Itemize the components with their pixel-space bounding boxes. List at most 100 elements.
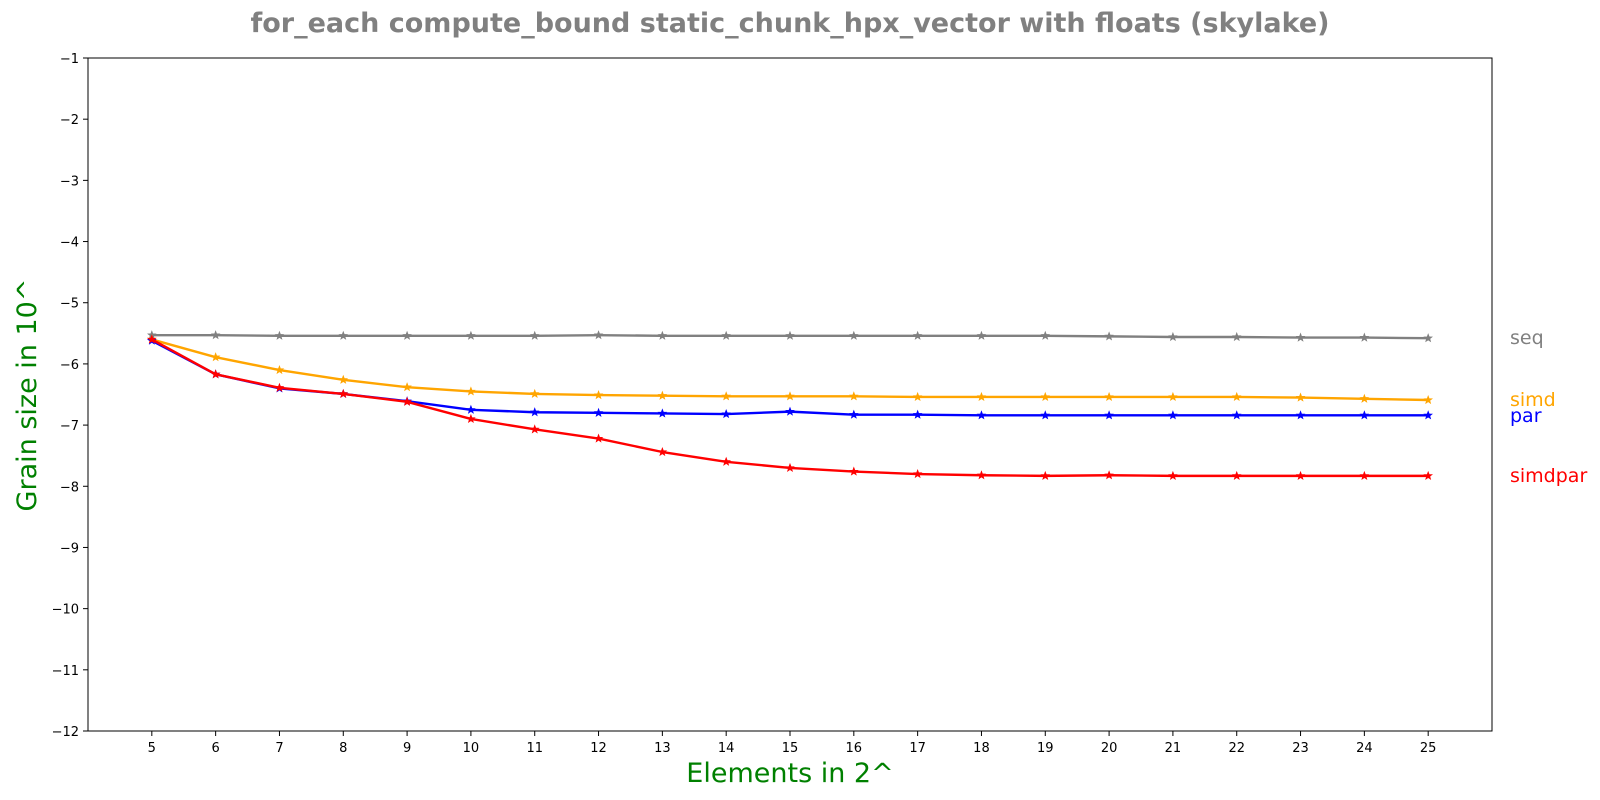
- data-point-simdpar: [721, 456, 731, 466]
- x-axis-label: Elements in 2^: [686, 758, 893, 789]
- data-point-simdpar: [657, 446, 668, 457]
- data-point-par: [1168, 410, 1178, 420]
- data-point-simd: [721, 391, 731, 401]
- data-point-par: [721, 409, 731, 419]
- data-point-simd: [402, 382, 412, 392]
- y-tick-label: −10: [52, 603, 79, 618]
- data-point-simdpar: [147, 334, 157, 344]
- data-point-seq: [210, 330, 221, 340]
- data-point-simd: [785, 391, 795, 401]
- data-point-simd: [466, 386, 476, 396]
- x-tick-label: 9: [403, 741, 411, 756]
- data-point-par: [1359, 410, 1370, 420]
- y-axis-ticks: −1 −2 −3 −4 −5 −6 −7 −8 −9 −10 −11 −12: [52, 52, 88, 740]
- data-point-par: [849, 409, 859, 419]
- data-point-par: [1104, 410, 1114, 420]
- data-point-simd: [1104, 391, 1114, 402]
- data-point-seq: [274, 330, 285, 340]
- y-tick-label: −11: [52, 664, 79, 679]
- x-tick-label: 23: [1292, 741, 1309, 756]
- data-point-simd: [1231, 391, 1242, 402]
- y-tick-label: −6: [60, 358, 79, 373]
- x-tick-label: 22: [1228, 741, 1245, 756]
- data-point-seq: [529, 330, 540, 340]
- data-point-seq: [1104, 331, 1114, 341]
- data-point-seq: [912, 330, 923, 340]
- data-point-par: [466, 404, 476, 414]
- data-point-seq: [849, 330, 859, 340]
- y-tick-label: −8: [60, 480, 79, 495]
- data-point-seq: [1359, 332, 1370, 342]
- data-point-simdpar: [402, 396, 412, 406]
- series-labels: seq simdpar simdpar: [1510, 327, 1587, 487]
- x-tick-label: 18: [973, 741, 990, 756]
- plot-area-frame: [87, 57, 1493, 732]
- data-point-par: [1423, 410, 1433, 420]
- series-par: [147, 335, 1433, 420]
- y-tick-label: −1: [60, 52, 79, 67]
- data-point-seq: [1423, 333, 1433, 343]
- series-label-par: par: [1510, 405, 1542, 427]
- data-point-seq: [1040, 330, 1051, 340]
- x-tick-label: 20: [1101, 741, 1118, 756]
- data-point-simdpar: [338, 388, 349, 398]
- data-point-seq: [466, 330, 476, 340]
- y-tick-label: −2: [60, 113, 79, 128]
- data-point-seq: [338, 330, 349, 340]
- x-tick-label: 15: [782, 741, 799, 756]
- x-tick-label: 5: [148, 741, 156, 756]
- data-point-simdpar: [1295, 470, 1306, 480]
- data-point-par: [529, 407, 540, 417]
- x-tick-label: 17: [909, 741, 926, 756]
- data-point-simdpar: [210, 369, 221, 379]
- data-point-simd: [1423, 394, 1433, 405]
- data-point-simd: [849, 391, 859, 401]
- data-point-simd: [274, 364, 285, 375]
- data-point-simd: [657, 390, 668, 400]
- data-point-simdpar: [849, 466, 859, 476]
- data-point-seq: [721, 330, 731, 340]
- series-label-simdpar: simdpar: [1510, 465, 1587, 487]
- data-point-par: [657, 408, 668, 418]
- x-tick-label: 8: [339, 741, 347, 756]
- data-point-par: [976, 410, 987, 420]
- series-seq: [147, 330, 1433, 343]
- x-tick-label: 11: [526, 741, 543, 756]
- data-point-seq: [402, 330, 412, 340]
- data-point-par: [912, 409, 923, 419]
- data-point-simdpar: [466, 413, 476, 424]
- y-axis-label: Grain size in 10^: [12, 279, 43, 512]
- data-point-simd: [338, 374, 349, 384]
- data-point-simdpar: [1040, 470, 1051, 480]
- data-point-simdpar: [529, 424, 540, 434]
- data-point-par: [785, 406, 795, 416]
- data-point-simd: [976, 391, 987, 402]
- data-point-simdpar: [976, 470, 987, 480]
- data-point-simdpar: [1168, 470, 1178, 480]
- data-point-simd: [1295, 392, 1306, 402]
- x-tick-label: 16: [846, 741, 863, 756]
- series-simd: [147, 334, 1433, 405]
- x-tick-label: 13: [654, 741, 671, 756]
- data-point-simdpar: [912, 468, 923, 479]
- data-point-simd: [1168, 391, 1178, 402]
- y-tick-label: −9: [60, 541, 79, 556]
- series-label-simd: simd: [1510, 389, 1556, 411]
- data-point-simd: [1040, 391, 1051, 402]
- y-tick-label: −4: [60, 236, 79, 251]
- x-tick-label: 14: [718, 741, 735, 756]
- data-point-seq: [1295, 332, 1306, 342]
- y-tick-label: −3: [60, 174, 79, 189]
- data-point-simdpar: [785, 462, 795, 473]
- series-label-seq: seq: [1510, 327, 1544, 349]
- data-point-simd: [210, 352, 221, 362]
- x-tick-label: 10: [463, 741, 480, 756]
- data-point-simd: [529, 388, 540, 398]
- x-tick-label: 6: [211, 741, 219, 756]
- x-tick-label: 12: [590, 741, 607, 756]
- data-point-par: [1295, 410, 1306, 420]
- data-point-simd: [1359, 393, 1370, 403]
- data-point-seq: [785, 330, 795, 340]
- data-point-simdpar: [593, 433, 604, 443]
